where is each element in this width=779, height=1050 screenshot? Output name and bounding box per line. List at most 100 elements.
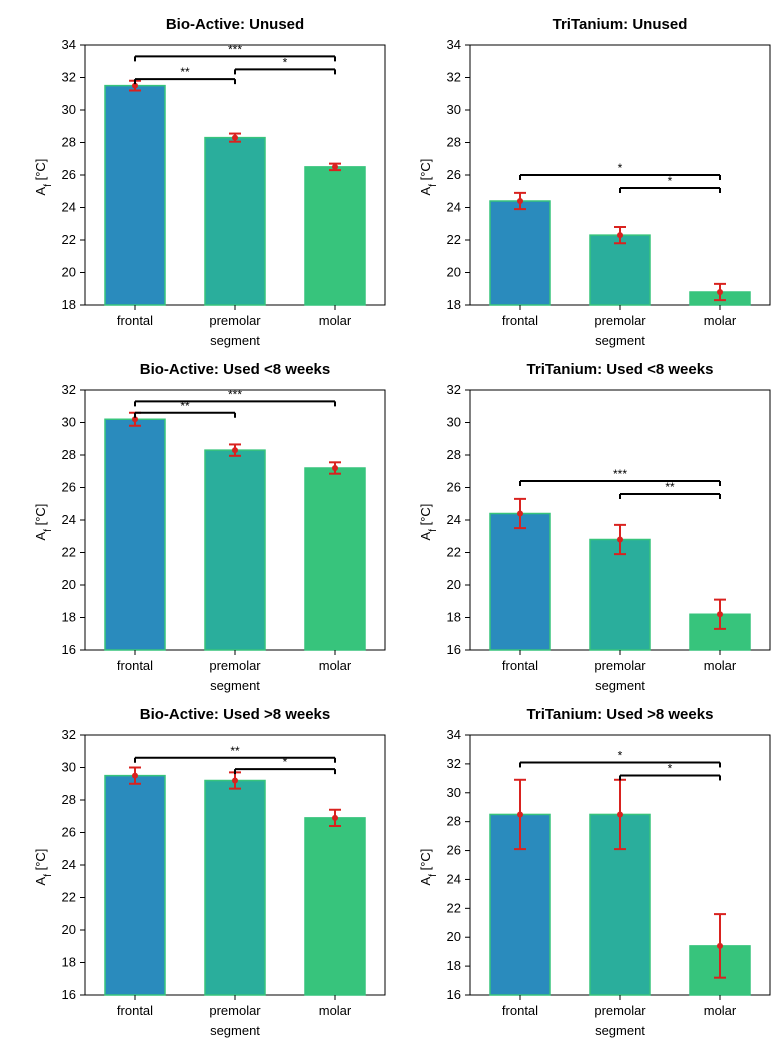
x-tick-label: premolar <box>594 658 646 673</box>
svg-text:24: 24 <box>62 200 76 215</box>
svg-text:28: 28 <box>447 135 461 150</box>
svg-text:30: 30 <box>447 785 461 800</box>
bar <box>105 776 165 995</box>
svg-text:34: 34 <box>447 730 461 742</box>
svg-text:26: 26 <box>62 167 76 182</box>
bar <box>205 450 265 650</box>
significance-label: *** <box>228 42 242 56</box>
svg-text:32: 32 <box>447 756 461 771</box>
significance-label: * <box>618 161 623 175</box>
svg-text:26: 26 <box>447 843 461 858</box>
svg-text:34: 34 <box>447 40 461 52</box>
svg-text:16: 16 <box>447 642 461 657</box>
svg-text:24: 24 <box>447 512 461 527</box>
x-axis-label: segment <box>595 1023 645 1038</box>
chart-panel: Bio-Active: Unused182022242628303234Af [… <box>85 40 385 300</box>
svg-text:22: 22 <box>62 232 76 247</box>
bar <box>105 419 165 650</box>
x-tick-label: frontal <box>502 658 538 673</box>
svg-text:22: 22 <box>62 545 76 560</box>
svg-text:20: 20 <box>62 922 76 937</box>
panel-title: Bio-Active: Used <8 weeks <box>85 361 385 378</box>
significance-label: * <box>283 55 288 69</box>
panel-title: Bio-Active: Unused <box>85 16 385 33</box>
svg-text:24: 24 <box>447 200 461 215</box>
bar <box>205 781 265 996</box>
svg-text:22: 22 <box>447 232 461 247</box>
svg-text:32: 32 <box>62 385 76 397</box>
svg-text:28: 28 <box>62 447 76 462</box>
x-tick-label: frontal <box>502 313 538 328</box>
x-tick-label: frontal <box>502 1003 538 1018</box>
y-axis-label: Af [°C] <box>418 159 439 196</box>
x-tick-label: molar <box>319 1003 352 1018</box>
svg-text:18: 18 <box>62 955 76 970</box>
svg-text:20: 20 <box>447 929 461 944</box>
figure-root: Bio-Active: Unused 18 20 22 24 26 28 30 32 34 Af [… <box>0 0 779 1028</box>
significance-label: ** <box>665 480 675 494</box>
svg-text:30: 30 <box>62 760 76 775</box>
x-axis-label: segment <box>595 678 645 693</box>
x-tick-label: premolar <box>209 658 261 673</box>
bar <box>305 468 365 650</box>
svg-text:32: 32 <box>447 385 461 397</box>
svg-text:20: 20 <box>62 577 76 592</box>
x-axis-label: segment <box>210 678 260 693</box>
significance-label: ** <box>180 65 190 79</box>
svg-text:16: 16 <box>62 987 76 1002</box>
svg-text:24: 24 <box>62 512 76 527</box>
svg-text:18: 18 <box>62 297 76 312</box>
bar <box>490 514 550 651</box>
chart-panel: TriTanium: Unused182022242628303234Af [°… <box>470 40 770 300</box>
bar <box>305 818 365 995</box>
x-tick-label: frontal <box>117 313 153 328</box>
x-axis-label: segment <box>210 1023 260 1038</box>
x-tick-label: frontal <box>117 1003 153 1018</box>
x-tick-label: premolar <box>209 1003 261 1018</box>
svg-text:22: 22 <box>447 545 461 560</box>
panel-title: Bio-Active: Used >8 weeks <box>85 706 385 723</box>
x-tick-label: molar <box>704 658 737 673</box>
svg-text:26: 26 <box>62 825 76 840</box>
svg-text:20: 20 <box>62 265 76 280</box>
svg-text:22: 22 <box>62 890 76 905</box>
svg-text:30: 30 <box>447 102 461 117</box>
svg-text:18: 18 <box>447 958 461 973</box>
svg-text:34: 34 <box>62 40 76 52</box>
x-tick-label: premolar <box>594 313 646 328</box>
x-tick-label: premolar <box>594 1003 646 1018</box>
chart-panel: TriTanium: Used <8 weeks1618202224262830… <box>470 385 770 645</box>
x-tick-label: molar <box>704 1003 737 1018</box>
chart-panel: TriTanium: Used >8 weeks1618202224262830… <box>470 730 770 990</box>
svg-text:30: 30 <box>447 415 461 430</box>
y-axis-label: Af [°C] <box>33 504 54 541</box>
svg-text:16: 16 <box>447 987 461 1002</box>
significance-label: *** <box>613 467 627 481</box>
significance-label: * <box>618 748 623 762</box>
significance-label: ** <box>230 744 240 758</box>
svg-text:20: 20 <box>447 577 461 592</box>
significance-label: ** <box>180 399 190 413</box>
x-axis-label: segment <box>210 333 260 348</box>
x-tick-label: molar <box>704 313 737 328</box>
chart-panel: Bio-Active: Used <8 weeks161820222426283… <box>85 385 385 645</box>
significance-label: * <box>668 174 673 188</box>
svg-text:30: 30 <box>62 102 76 117</box>
panel-title: TriTanium: Used <8 weeks <box>470 361 770 378</box>
svg-text:28: 28 <box>62 135 76 150</box>
svg-text:26: 26 <box>62 480 76 495</box>
svg-text:32: 32 <box>447 70 461 85</box>
x-tick-label: premolar <box>209 313 261 328</box>
svg-text:24: 24 <box>447 871 461 886</box>
bar <box>205 138 265 305</box>
significance-label: *** <box>228 387 242 401</box>
panel-title: TriTanium: Unused <box>470 16 770 33</box>
svg-text:18: 18 <box>447 297 461 312</box>
y-axis-label: Af [°C] <box>33 159 54 196</box>
bar <box>305 167 365 305</box>
svg-text:20: 20 <box>447 265 461 280</box>
x-axis-label: segment <box>595 333 645 348</box>
svg-text:26: 26 <box>447 480 461 495</box>
y-axis-label: Af [°C] <box>418 849 439 886</box>
significance-label: * <box>283 755 288 769</box>
